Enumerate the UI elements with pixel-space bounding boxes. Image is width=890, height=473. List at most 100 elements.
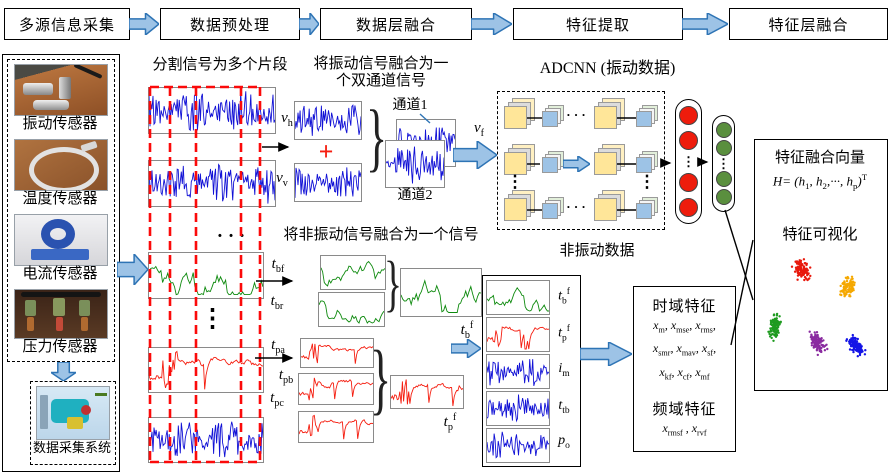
tbf-fused-label: tbf xyxy=(460,320,474,341)
vv-label: vv xyxy=(276,170,288,189)
photo-shape xyxy=(67,417,83,429)
bottom-vibration-plot xyxy=(148,417,264,463)
tbr-label: tbr xyxy=(270,293,284,312)
vibration-sensor-photo xyxy=(14,64,108,116)
temperature-brace: } xyxy=(384,250,402,319)
feature-list-box: 时域特征 xm, xmse, xrms, xsmr, xmav, xsf, xk… xyxy=(633,286,736,452)
panel-plot-po xyxy=(486,428,550,463)
feature-node xyxy=(715,122,732,138)
photo-shape xyxy=(25,300,36,316)
conv-stack xyxy=(594,144,625,175)
tbr-segment-plot xyxy=(318,292,385,327)
segment-ellipsis-vertical: ⋮ xyxy=(200,305,225,332)
time-feature-line1: xm, xmse, xrms, xyxy=(653,318,716,335)
sensor-label-temperature: 温度传感器 xyxy=(22,191,98,207)
photo-shape xyxy=(31,249,89,260)
vv-signal-plot xyxy=(148,160,276,207)
adcnn-middle-arrow xyxy=(562,155,591,173)
nonvibration-fusion-title: 将非振动信号融合为一个信号 xyxy=(283,227,479,243)
panel-entry-arrow xyxy=(450,338,482,359)
pipeline-step-acquisition: 多源信息采集 xyxy=(4,8,130,40)
vibration-brace: } xyxy=(366,94,388,180)
panel-exit-arrow xyxy=(579,341,633,367)
photo-shape xyxy=(59,77,71,99)
tpf-fused-label: tpf xyxy=(443,412,457,433)
tpa-label: tpa xyxy=(271,337,285,356)
vibration-fusion-title-line2: 个双通道信号 xyxy=(335,73,426,90)
channel1-label: 通道1 xyxy=(392,98,428,113)
photo-shape xyxy=(95,393,107,396)
panel-label-tpf: tpf xyxy=(558,324,570,344)
adcnn-title: ADCNN (振动数据) xyxy=(539,60,676,77)
tpc-segment-plot xyxy=(298,411,374,443)
pipeline-arrow-3 xyxy=(470,12,513,36)
pool-stack xyxy=(542,151,564,173)
feature-node xyxy=(679,173,698,193)
conv-stack xyxy=(504,190,535,221)
pool-stack xyxy=(542,197,564,219)
vh-label: vh xyxy=(281,110,293,129)
photo-shape xyxy=(29,147,99,190)
feature-node xyxy=(679,106,698,125)
fusion-vector-title: 特征融合向量 xyxy=(774,150,865,166)
sensors-to-signals-arrow xyxy=(116,253,149,286)
vh-segment-box xyxy=(294,101,362,140)
daq-down-arrow xyxy=(50,361,77,382)
pipeline-arrow-1 xyxy=(128,12,160,36)
vector-ellipsis: ⋮ xyxy=(717,155,730,171)
panel-plot-im xyxy=(486,354,550,389)
vibration-fusion-title: 将振动信号融合为一 个双通道信号 xyxy=(296,56,466,91)
frequency-feature-title: 频域特征 xyxy=(652,402,717,419)
feature-node xyxy=(715,189,732,205)
photo-shape xyxy=(81,405,91,415)
plus-sign: + xyxy=(318,137,334,166)
photo-shape xyxy=(33,100,69,110)
time-feature-title: 时域特征 xyxy=(652,299,717,315)
tpb-label: tpb xyxy=(278,367,294,386)
photo-shape xyxy=(53,298,65,316)
fused-temperature-plot xyxy=(400,268,482,317)
fused-feature-vector: ⋮ xyxy=(712,115,735,212)
photo-shape xyxy=(80,140,98,153)
feature-node xyxy=(715,139,732,156)
sensor-label-current: 电流传感器 xyxy=(22,266,98,282)
photo-shape xyxy=(73,65,103,79)
photo-shape xyxy=(56,317,63,331)
tpa-segment-plot xyxy=(300,338,374,368)
time-feature-line2: xsmr, xmav, xsf, xyxy=(652,341,717,358)
segmentation-title: 分割信号为多个片段 xyxy=(152,57,288,73)
segment-ellipsis-horizontal: · · · xyxy=(216,226,246,247)
photo-shape xyxy=(21,292,101,297)
feature-node xyxy=(679,198,698,217)
tpb-segment-plot xyxy=(298,373,374,405)
vf-arrow xyxy=(452,140,498,170)
vibration-feature-vector: ⋮ xyxy=(675,99,702,224)
daq-system-photo xyxy=(36,386,110,440)
panel-label-im: im xyxy=(558,361,570,379)
pool-stack xyxy=(636,105,658,127)
pipeline-step-featureextract: 特征提取 xyxy=(513,8,683,40)
pool-stack xyxy=(542,105,564,127)
adcnn-ellipsis-vertical-right: ⋮ xyxy=(638,172,656,191)
sensor-label-pressure: 压力传感器 xyxy=(22,339,98,355)
pressure-segment-plot xyxy=(148,347,264,393)
conv-stack xyxy=(594,98,625,129)
pipeline-arrow-4 xyxy=(681,12,729,36)
feature-visualization-title: 特征可视化 xyxy=(782,227,858,243)
photo-shape xyxy=(27,317,34,331)
pool-stack xyxy=(636,197,658,219)
pressure-brace: } xyxy=(370,334,392,423)
pipeline-arrow-2 xyxy=(298,12,320,36)
photo-shape xyxy=(23,83,53,95)
tbf-label: tbf xyxy=(271,256,285,275)
nonvibration-panel-title: 非振动数据 xyxy=(559,243,635,259)
vibration-fusion-title-line1: 将振动信号融合为一 xyxy=(313,56,449,72)
conv-stack xyxy=(594,190,625,221)
frequency-feature-line: xrmsf , xrvf xyxy=(662,421,707,438)
photo-shape xyxy=(81,317,88,331)
vh-signal-plot xyxy=(148,87,276,134)
photo-shape xyxy=(79,300,90,316)
channel2-plot xyxy=(385,140,445,188)
vector-ellipsis: ⋮ xyxy=(682,153,695,169)
daq-label: 数据采集系统 xyxy=(32,440,111,455)
